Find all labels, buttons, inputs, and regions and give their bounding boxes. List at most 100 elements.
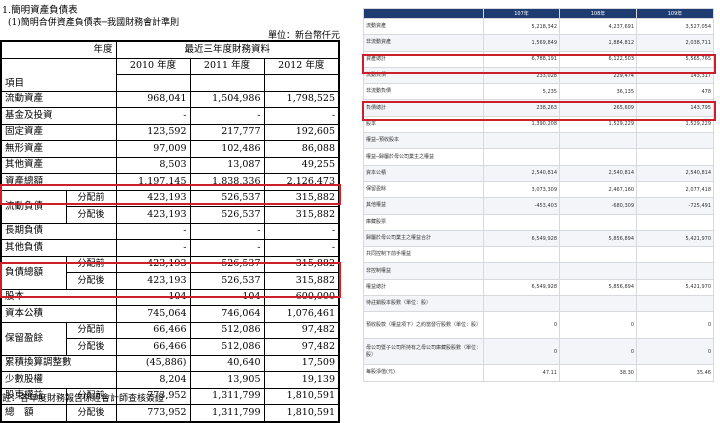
right-row-value: 5,218,342 (483, 17, 560, 36)
right-row: 非流動資產 1,569,849 1,884,812 2,038,711 (363, 34, 714, 52)
row-value: 315,882 (263, 272, 340, 290)
row-value: - (115, 239, 191, 257)
row-value: - (263, 239, 340, 257)
row-sub-label: 分配前 (65, 255, 117, 273)
right-row-value: 2,038,711 (636, 34, 714, 52)
right-row-value: 143,795 (636, 99, 714, 117)
right-row-value: 5,565,765 (636, 50, 714, 68)
right-row-value: 4,237,691 (559, 17, 637, 36)
right-table: 107年 108年 109年 流動資產 5,218,342 4,237,691 3,5… (363, 8, 714, 382)
row-value: 17,509 (263, 354, 340, 372)
row-value: 1,311,799 (189, 404, 265, 422)
row-value: 1,076,461 (263, 305, 340, 323)
right-row-value: 2,077,418 (636, 180, 714, 199)
right-row: 其他權益 -453,403 -680,309 -725,491 (363, 197, 714, 215)
right-row-value: 6,549,928 (483, 229, 560, 248)
right-row: 母公司暨子公司所持有之母公司庫藏股股數（單位：股） 0 0 0 (363, 337, 714, 366)
row-value: 423,193 (115, 272, 191, 290)
right-row-value (483, 295, 560, 313)
row-label: 固定資產 (0, 123, 117, 141)
right-header-row: 107年 108年 109年 (363, 8, 714, 19)
right-row-value: 6,122,503 (559, 50, 637, 68)
row-value: 123,592 (115, 123, 191, 141)
row-label: 保留盈餘 (0, 321, 67, 356)
row-value: 217,777 (189, 123, 265, 141)
row-value: 968,041 (115, 90, 191, 108)
row-value: 1,810,591 (263, 387, 340, 405)
right-row-value: 1,529,229 (636, 115, 714, 134)
row-sub-label: 分配前 (65, 321, 117, 339)
row-value: 97,009 (115, 140, 191, 158)
row-value: 102,486 (189, 140, 265, 158)
right-row-label: 權益─歸屬於母公司業主之權益 (363, 148, 484, 166)
right-row-value (636, 262, 714, 280)
left-row: 其他負債 - - - (0, 239, 340, 257)
left-row: 長期負債 - - - (0, 222, 340, 240)
row-value: 315,882 (263, 255, 340, 273)
right-row-value: 5,856,894 (559, 278, 637, 297)
right-row-value: 5,421,970 (636, 278, 714, 297)
right-row-value: 2,540,814 (483, 164, 560, 182)
left-row: 股本 104 104 600,000 (0, 288, 340, 306)
row-label: 無形資產 (0, 140, 117, 158)
row-label: 長期負債 (0, 222, 117, 240)
right-row-label: 每股淨值(元) (363, 364, 484, 382)
left-row: 負債總額 分配前 423,193 526,537 315,882 (0, 255, 340, 290)
right-row-value: 265,609 (559, 99, 637, 117)
right-row-label: 權益總計 (363, 278, 484, 297)
row-value: 1,197,145 (115, 173, 191, 191)
right-row-value: 36,135 (559, 83, 637, 101)
left-row: 總 額分配後 773,952 1,311,799 1,810,591 (0, 404, 340, 422)
right-row: 權益總計 6,549,928 5,856,894 5,421,970 (363, 278, 714, 297)
row-value: 86,088 (263, 140, 340, 158)
row-value: 1,504,986 (189, 90, 265, 108)
row-sub-label: 分配後 (65, 206, 117, 224)
row-value: 97,482 (263, 321, 340, 339)
right-row-value: 0 (483, 311, 560, 339)
right-row: 歸屬於母公司業主之權益合計 6,549,928 5,856,894 5,421,970 (363, 229, 714, 248)
left-row: 保留盈餘 分配前 66,466 512,086 97,482 (0, 321, 340, 356)
section-title: 1.簡明資產負債表 (2, 5, 78, 16)
row-value: 526,537 (189, 272, 265, 290)
right-header-107: 107年 (483, 8, 560, 19)
row-value: - (263, 222, 340, 240)
right-row: 非流動負債 5,235 36,135 478 (363, 83, 714, 101)
right-row: 待註銷股本股數（單位：股） (363, 295, 714, 313)
left-row: 少數股權 8,204 13,905 19,139 (0, 371, 340, 389)
right-balance-sheet-table: 107年 108年 109年 流動資產 5,218,342 4,237,691 3,5… (355, 0, 720, 405)
row-value: - (189, 107, 265, 125)
right-row-value: 0 (636, 311, 714, 339)
row-value: 49,255 (263, 156, 340, 174)
right-row-label: 共同控制下前手權益 (363, 246, 484, 264)
row-value: 315,882 (263, 206, 340, 224)
header-year-2010: 2010 年度 (115, 57, 191, 75)
right-row-value (636, 132, 714, 150)
right-row-label: 資本公積 (363, 164, 484, 182)
right-row-label: 流動資產 (363, 17, 484, 36)
right-row: 流動負債 233,028 229,474 143,317 (363, 66, 714, 85)
right-row-value (483, 262, 560, 280)
row-value: 104 (115, 288, 191, 306)
right-row-value (559, 213, 637, 231)
right-row: 股本 1,390,208 1,529,229 1,529,229 (363, 115, 714, 134)
audit-note: 註：各年度財務報告係經會計師查核簽證 (2, 394, 165, 404)
row-value: 745,064 (115, 305, 191, 323)
right-row: 權益─預收股本 (363, 132, 714, 150)
row-value: 600,000 (263, 288, 340, 306)
row-value: - (189, 222, 265, 240)
right-row-value: -453,403 (483, 197, 560, 215)
right-row-label: 負債總計 (363, 99, 484, 117)
right-row-value: 238,263 (483, 99, 560, 117)
row-label: 流動資產 (0, 90, 117, 108)
right-row-value (483, 246, 560, 264)
right-row: 非控制權益 (363, 262, 714, 280)
right-row-value: 47.11 (483, 364, 560, 382)
right-row-value: 1,569,849 (483, 34, 560, 52)
header-year-2011: 2011 年度 (189, 57, 265, 75)
row-value: 315,882 (263, 189, 340, 207)
row-value: 2,126,473 (263, 173, 340, 191)
row-value: 512,086 (189, 321, 265, 339)
right-row-value: 5,235 (483, 83, 560, 101)
right-row-value: 1,390,208 (483, 115, 560, 134)
right-row: 保留盈餘 3,073,309 2,467,160 2,077,418 (363, 180, 714, 199)
